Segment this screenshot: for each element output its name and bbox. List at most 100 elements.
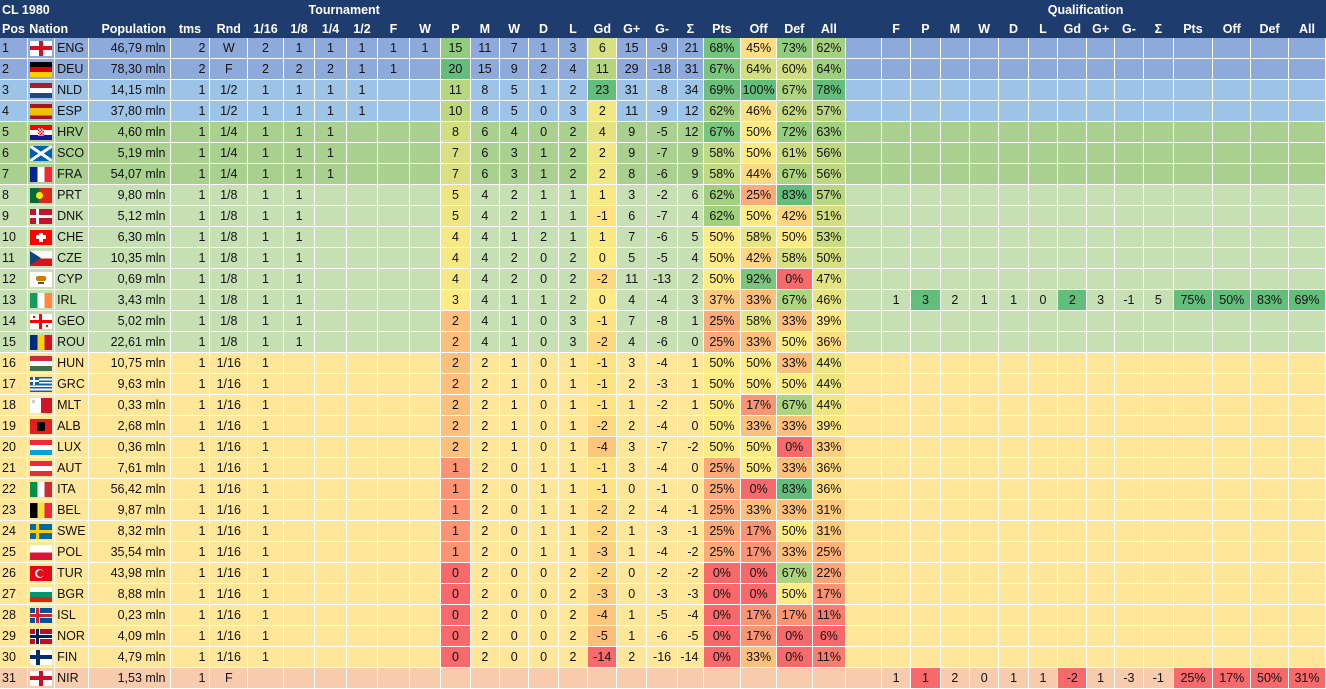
points-cell: 3 xyxy=(440,289,471,311)
round-reached-cell: 1 xyxy=(247,457,284,479)
qualification-all-cell xyxy=(1288,121,1326,143)
round-reached-cell: 2 xyxy=(247,38,284,59)
flag-cell xyxy=(27,667,56,689)
qualification-column-header: P xyxy=(910,19,941,38)
flag-cell xyxy=(27,457,56,479)
teams-cell: 1 xyxy=(170,604,211,626)
qualification-off-cell xyxy=(1212,478,1252,500)
matches-cell: 2 xyxy=(470,415,500,437)
round-reached-cell xyxy=(377,457,410,479)
table-row: 28 ISL 0,23 mln 1 1/16 1 0 2 0 0 2 -4 1 -5 -4 0% 17% 17% 1… xyxy=(0,604,1326,626)
draws-cell: 1 xyxy=(528,541,559,563)
spacer-cell xyxy=(845,268,882,290)
points-cell: 10 xyxy=(440,100,471,122)
qualification-m-cell xyxy=(940,205,970,227)
qualification-gd-cell xyxy=(1057,478,1088,500)
qualification-s-cell xyxy=(1143,226,1174,248)
round-cell: 1/8 xyxy=(209,289,249,311)
draws-cell: 1 xyxy=(528,457,559,479)
round-reached-cell xyxy=(377,289,410,311)
round-reached-cell xyxy=(283,499,316,521)
def-pct-cell: 33% xyxy=(776,310,813,332)
qualification-gm-cell xyxy=(1114,499,1145,521)
column-header: tms xyxy=(170,19,210,38)
round-reached-cell xyxy=(409,667,442,689)
pts-pct-cell: 25% xyxy=(703,310,742,332)
table-row: 27 BGR 8,88 mln 1 1/16 1 0 2 0 0 2 -3 0 -3 -3 0% 0% 50% 17… xyxy=(0,583,1326,605)
goal-diff-cell: -5 xyxy=(587,625,618,647)
all-pct-cell: 57% xyxy=(812,100,847,122)
round-cell: 1/8 xyxy=(209,310,249,332)
qualification-d-cell xyxy=(998,394,1029,416)
off-pct-cell: 33% xyxy=(740,415,777,437)
column-header: G- xyxy=(646,19,678,38)
round-reached-cell xyxy=(346,646,379,668)
position-cell: 2 xyxy=(0,58,28,80)
qualification-l-cell xyxy=(1028,100,1059,122)
all-pct-cell: 53% xyxy=(812,226,847,248)
qualification-gd-cell xyxy=(1057,352,1088,374)
goals-against-cell: -5 xyxy=(646,247,679,269)
round-reached-cell xyxy=(283,352,316,374)
pts-pct-cell: 0% xyxy=(703,646,742,668)
points-cell: 5 xyxy=(440,184,471,206)
nation-cell: ITA xyxy=(54,478,89,500)
qualification-d-cell: 1 xyxy=(998,667,1029,689)
qualification-gd-cell xyxy=(1057,226,1088,248)
table-row: 21 AUT 7,61 mln 1 1/16 1 1 2 0 1 1 -1 3 -4 0 25% 50% 33% 3… xyxy=(0,457,1326,479)
all-pct-cell: 44% xyxy=(812,394,847,416)
qualification-off-cell xyxy=(1212,79,1252,101)
qualification-def-cell xyxy=(1250,562,1289,584)
losses-cell: 1 xyxy=(558,226,589,248)
def-pct-cell: 62% xyxy=(776,100,813,122)
qualification-w-cell xyxy=(969,310,1000,332)
pts-pct-cell: 0% xyxy=(703,562,742,584)
population-cell: 14,15 mln xyxy=(88,79,171,101)
qualification-f-cell: 1 xyxy=(881,667,912,689)
goals-for-cell: 2 xyxy=(616,499,647,521)
teams-cell: 1 xyxy=(170,646,211,668)
qualification-gd-cell xyxy=(1057,310,1088,332)
goals-for-cell: 11 xyxy=(616,268,647,290)
round-reached-cell xyxy=(409,310,442,332)
position-cell: 12 xyxy=(0,268,28,290)
qualification-gd-cell xyxy=(1057,163,1088,185)
qualification-gd-cell xyxy=(1057,457,1088,479)
round-cell: 1/4 xyxy=(209,163,249,185)
round-reached-cell xyxy=(377,226,410,248)
qualification-off-cell xyxy=(1212,394,1252,416)
nation-cell: ALB xyxy=(54,415,89,437)
sum-cell: -2 xyxy=(677,541,704,563)
matches-cell: 4 xyxy=(470,289,500,311)
wins-cell: 1 xyxy=(499,352,530,374)
matches-cell: 2 xyxy=(470,520,500,542)
off-pct-cell: 17% xyxy=(740,604,777,626)
points-cell: 0 xyxy=(440,562,471,584)
wins-cell: 0 xyxy=(499,457,530,479)
qualification-s-cell xyxy=(1143,583,1174,605)
pts-pct-cell: 62% xyxy=(703,205,742,227)
column-header: D xyxy=(528,19,559,38)
qualification-gd-cell xyxy=(1057,184,1088,206)
round-reached-cell: 1 xyxy=(247,289,284,311)
qualification-off-cell xyxy=(1212,310,1252,332)
spacer-cell xyxy=(845,331,882,353)
matches-cell: 8 xyxy=(470,79,500,101)
teams-cell: 1 xyxy=(170,562,211,584)
qualification-gp-cell xyxy=(1086,646,1115,668)
sum-cell: 5 xyxy=(677,226,704,248)
draws-cell: 0 xyxy=(528,247,559,269)
round-reached-cell: 1 xyxy=(247,373,284,395)
spacer-cell xyxy=(845,247,882,269)
draws-cell: 1 xyxy=(528,79,559,101)
round-reached-cell: 1 xyxy=(247,352,284,374)
qualification-off-cell xyxy=(1212,436,1252,458)
def-pct-cell: 42% xyxy=(776,205,813,227)
round-reached-cell xyxy=(409,415,442,437)
off-pct-cell: 0% xyxy=(740,562,777,584)
def-pct-cell: 0% xyxy=(776,625,813,647)
qualification-def-cell xyxy=(1250,79,1289,101)
points-cell: 1 xyxy=(440,457,471,479)
qualification-gp-cell xyxy=(1086,121,1115,143)
flag-icon xyxy=(29,439,52,455)
